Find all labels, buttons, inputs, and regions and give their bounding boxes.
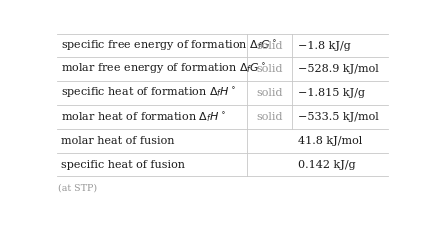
Text: −1.815 kJ/g: −1.815 kJ/g: [298, 88, 365, 98]
Text: solid: solid: [256, 41, 283, 51]
Text: −1.8 kJ/g: −1.8 kJ/g: [298, 41, 351, 51]
Text: molar heat of fusion: molar heat of fusion: [61, 136, 174, 146]
Text: solid: solid: [256, 88, 283, 98]
Text: specific heat of formation $\Delta_f H^\circ$: specific heat of formation $\Delta_f H^\…: [61, 86, 236, 100]
Text: (at STP): (at STP): [58, 183, 97, 193]
Text: −533.5 kJ/mol: −533.5 kJ/mol: [298, 112, 379, 122]
Text: 41.8 kJ/mol: 41.8 kJ/mol: [298, 136, 362, 146]
Text: molar free energy of formation $\Delta_f G^\circ$: molar free energy of formation $\Delta_f…: [61, 62, 267, 76]
Text: solid: solid: [256, 64, 283, 74]
Text: −528.9 kJ/mol: −528.9 kJ/mol: [298, 64, 379, 74]
Text: specific heat of fusion: specific heat of fusion: [61, 160, 185, 170]
Text: solid: solid: [256, 112, 283, 122]
Text: 0.142 kJ/g: 0.142 kJ/g: [298, 160, 355, 170]
Text: molar heat of formation $\Delta_f H^\circ$: molar heat of formation $\Delta_f H^\cir…: [61, 110, 226, 124]
Text: specific free energy of formation $\Delta_f G^\circ$: specific free energy of formation $\Delt…: [61, 38, 277, 53]
